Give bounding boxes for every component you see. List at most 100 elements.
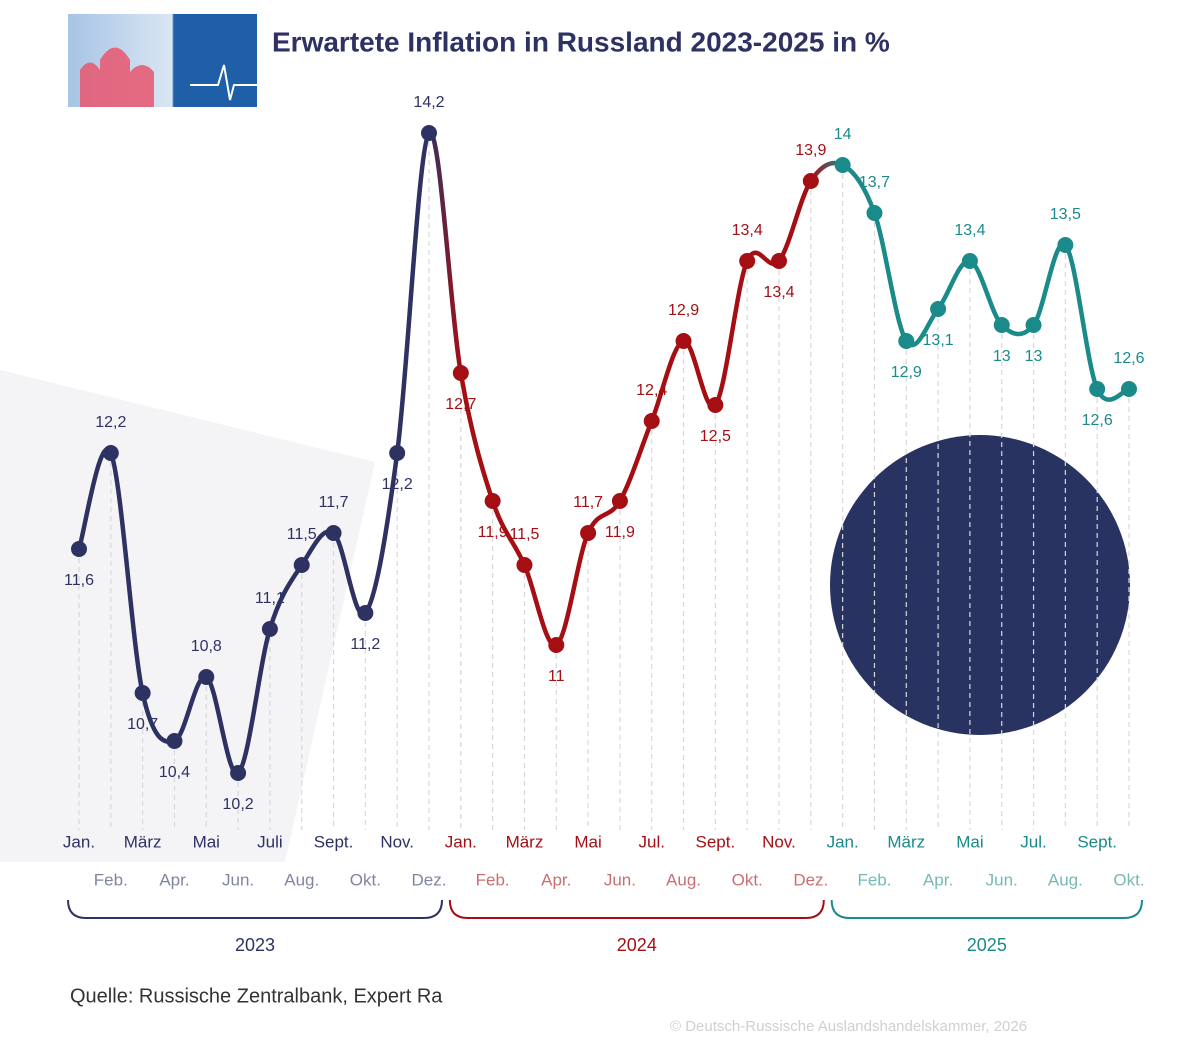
data-label: 11 bbox=[548, 668, 565, 685]
data-label: 11,7 bbox=[573, 494, 603, 511]
paper-decoration bbox=[0, 370, 375, 862]
data-label: 14 bbox=[834, 126, 852, 143]
data-point bbox=[166, 733, 183, 749]
x-tick-label: Aug. bbox=[284, 870, 319, 889]
x-tick-label: Sept. bbox=[314, 832, 354, 851]
x-tick-label: Nov. bbox=[762, 832, 796, 851]
year-label: 2024 bbox=[617, 935, 657, 955]
decoration-blob bbox=[830, 435, 1130, 735]
source: Quelle: Russische Zentralbank, Expert Ra bbox=[70, 985, 443, 1007]
logo bbox=[68, 14, 257, 107]
data-point bbox=[261, 621, 278, 637]
data-label: 10,4 bbox=[159, 764, 190, 781]
data-label: 13 bbox=[993, 348, 1011, 365]
data-point bbox=[102, 445, 119, 461]
data-label: 13,4 bbox=[954, 222, 985, 239]
x-tick-label: Jan. bbox=[63, 832, 95, 851]
data-point bbox=[707, 397, 724, 413]
x-tick-label: Feb. bbox=[476, 870, 510, 889]
x-tick-label: Apr. bbox=[541, 870, 571, 889]
x-tick-label: Okt. bbox=[732, 870, 763, 889]
data-label: 11,5 bbox=[509, 526, 539, 543]
data-point bbox=[230, 765, 247, 781]
data-label: 13,9 bbox=[795, 142, 826, 159]
x-tick-label: Sept. bbox=[1077, 832, 1117, 851]
data-point bbox=[1121, 381, 1137, 397]
data-label: 11,5 bbox=[287, 526, 317, 543]
data-label: 12,4 bbox=[636, 382, 667, 399]
chart-title: Erwartete Inflation in Russland 2023-202… bbox=[272, 26, 890, 57]
data-point bbox=[198, 669, 215, 685]
data-label: 10,7 bbox=[127, 716, 158, 733]
x-tick-label: Juli bbox=[257, 832, 283, 851]
data-point bbox=[930, 301, 947, 317]
x-tick-label: Nov. bbox=[380, 832, 414, 851]
data-point bbox=[771, 253, 787, 269]
year-label: 2025 bbox=[967, 935, 1007, 955]
x-tick-label: Mai bbox=[193, 832, 220, 851]
data-label: 12,2 bbox=[382, 476, 413, 493]
data-label: 11,7 bbox=[319, 494, 349, 511]
data-label: 10,2 bbox=[223, 796, 254, 813]
line-connector bbox=[426, 130, 464, 374]
x-tick-label: Jul. bbox=[638, 832, 664, 851]
data-point bbox=[834, 157, 851, 173]
data-label: 12,6 bbox=[1113, 350, 1144, 367]
x-tick-label: Aug. bbox=[1048, 870, 1083, 889]
data-label: 13,4 bbox=[732, 222, 763, 239]
data-label: 13,1 bbox=[923, 332, 954, 349]
data-label: 12,6 bbox=[1082, 412, 1113, 429]
x-tick-label: Jun. bbox=[986, 870, 1018, 889]
data-label: 13,7 bbox=[859, 174, 890, 191]
data-point bbox=[866, 205, 883, 221]
x-tick-label: Jun. bbox=[604, 870, 636, 889]
data-label: 11,2 bbox=[350, 636, 380, 653]
data-point bbox=[1057, 237, 1074, 253]
data-label: 13,4 bbox=[763, 284, 794, 301]
data-point bbox=[739, 253, 756, 269]
data-label: 11,9 bbox=[478, 524, 508, 541]
x-tick-label: Aug. bbox=[666, 870, 701, 889]
data-point bbox=[580, 525, 597, 541]
x-tick-label: Feb. bbox=[94, 870, 128, 889]
x-tick-label: Jun. bbox=[222, 870, 254, 889]
data-point bbox=[675, 333, 692, 349]
x-tick-label: Feb. bbox=[857, 870, 891, 889]
data-point bbox=[1025, 317, 1042, 333]
data-label: 12,9 bbox=[668, 302, 699, 319]
data-point bbox=[643, 413, 660, 429]
data-label: 10,8 bbox=[191, 638, 222, 655]
line-series bbox=[458, 178, 814, 648]
data-point bbox=[452, 365, 469, 381]
x-tick-label: Dez. bbox=[793, 870, 828, 889]
data-point bbox=[516, 557, 533, 573]
x-tick-label: Dez. bbox=[412, 870, 447, 889]
data-point bbox=[421, 125, 437, 141]
copyright: © Deutsch-Russische Auslandshandelskamme… bbox=[670, 1018, 1027, 1035]
data-point bbox=[993, 317, 1010, 333]
data-point bbox=[802, 173, 819, 189]
data-label: 12,7 bbox=[445, 396, 476, 413]
data-label: 12,2 bbox=[95, 414, 126, 431]
x-tick-label: Mai bbox=[574, 832, 601, 851]
data-label: 12,5 bbox=[700, 428, 731, 445]
data-point bbox=[293, 557, 310, 573]
data-point bbox=[1089, 381, 1106, 397]
data-point bbox=[484, 493, 501, 509]
year-label: 2023 bbox=[235, 935, 275, 955]
data-label: 11,6 bbox=[64, 572, 94, 589]
x-tick-label: Okt. bbox=[1113, 870, 1144, 889]
data-point bbox=[134, 685, 151, 701]
year-bracket bbox=[830, 899, 1143, 919]
x-tick-label: Apr. bbox=[159, 870, 189, 889]
data-label: 12,9 bbox=[891, 364, 922, 381]
data-point bbox=[325, 525, 342, 541]
year-bracket bbox=[448, 899, 825, 919]
data-point bbox=[357, 605, 374, 621]
data-point bbox=[961, 253, 978, 269]
data-label: 13,5 bbox=[1050, 206, 1081, 223]
data-label: 14,2 bbox=[413, 94, 444, 111]
line-series bbox=[76, 130, 432, 776]
x-tick-label: Mai bbox=[956, 832, 983, 851]
